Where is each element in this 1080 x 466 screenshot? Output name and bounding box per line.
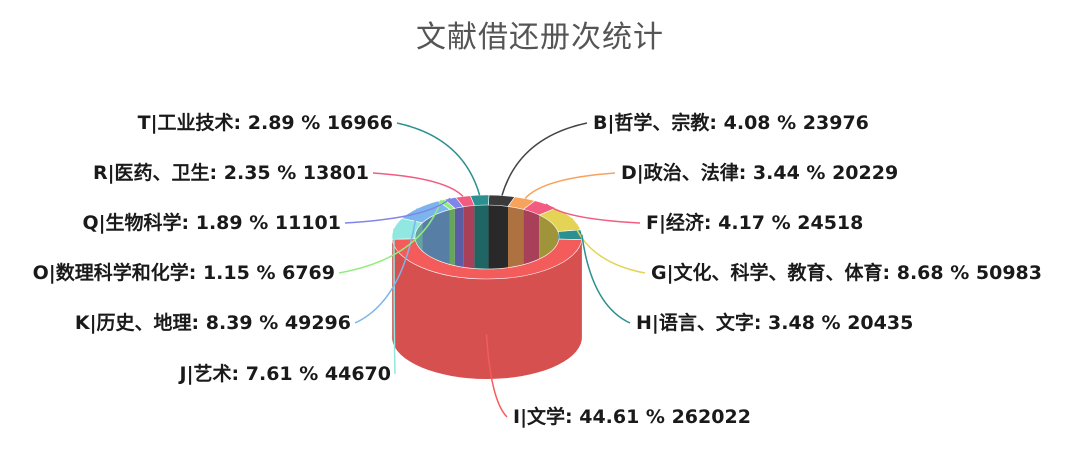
connector-R [372, 172, 464, 197]
slice-I[interactable] [391, 238, 583, 280]
data-label-J: J|艺术: 7.61 % 44670 [178, 363, 391, 385]
data-label-O: O|数理科学和化学: 1.15 % 6769 [33, 261, 335, 284]
connector-K [354, 208, 418, 324]
data-label-F: F|经济: 4.17 % 24518 [646, 211, 863, 234]
label-connectors [338, 122, 646, 418]
slice-T[interactable] [469, 194, 490, 206]
chart-title: 文献借还册次统计 [416, 20, 664, 55]
connector-G [571, 217, 646, 274]
donut-sides [392, 205, 582, 379]
connector-F [545, 203, 641, 224]
data-label-I: I|文学: 44.61 % 262022 [513, 405, 751, 428]
connector-T [396, 122, 481, 196]
slice-outer-wall-I [392, 239, 582, 379]
connector-H [581, 234, 631, 324]
data-label-B: B|哲学、宗教: 4.08 % 23976 [593, 111, 869, 134]
data-label-R: R|医药、卫生: 2.35 % 13801 [93, 161, 369, 184]
data-label-Q: Q|生物科学: 1.89 % 11101 [82, 211, 341, 234]
data-labels: B|哲学、宗教: 4.08 % 23976 D|政治、法律: 3.44 % 202… [33, 111, 1042, 428]
data-label-K: K|历史、地理: 8.39 % 49296 [75, 311, 351, 334]
data-label-T: T|工业技术: 2.89 % 16966 [138, 111, 393, 134]
data-label-D: D|政治、法律: 3.44 % 20229 [621, 161, 898, 184]
connector-B [501, 122, 588, 196]
data-label-G: G|文化、科学、教育、体育: 8.68 % 50983 [651, 261, 1042, 284]
data-label-H: H|语言、文字: 3.48 % 20435 [636, 311, 913, 334]
connector-D [524, 172, 616, 200]
connector-O [338, 199, 442, 274]
donut-tops [391, 194, 583, 280]
connector-Q [344, 197, 451, 224]
connector-I [485, 333, 508, 418]
